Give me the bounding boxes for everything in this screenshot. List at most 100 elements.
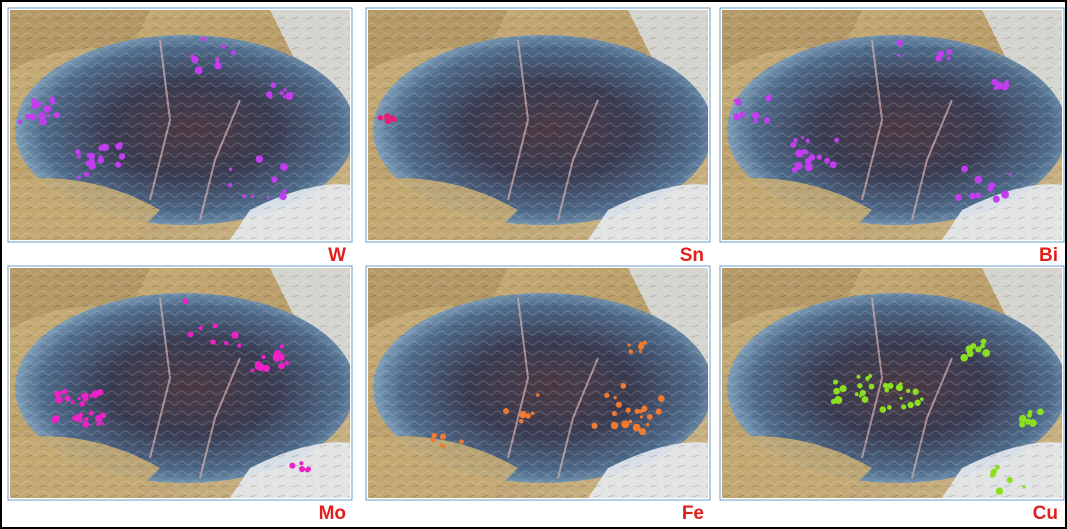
anomaly-dot xyxy=(49,96,56,103)
anomaly-dot xyxy=(790,141,797,148)
anomaly-dot xyxy=(278,362,285,370)
anomaly-dot xyxy=(976,348,980,352)
anomaly-dot xyxy=(824,157,830,164)
anomaly-dot xyxy=(865,376,870,381)
anomaly-dot xyxy=(284,360,290,366)
anomaly-dot xyxy=(887,405,892,410)
anomaly-dot xyxy=(1022,485,1026,489)
anomaly-dot xyxy=(801,136,805,140)
anomaly-dot xyxy=(980,343,985,349)
anomaly-dot xyxy=(628,419,633,424)
anomaly-dot xyxy=(856,374,861,379)
anomaly-dot xyxy=(277,353,285,361)
anomaly-dot xyxy=(816,154,823,160)
anomaly-dot xyxy=(100,422,105,426)
anomaly-dot xyxy=(210,339,216,345)
anomaly-dot xyxy=(1019,421,1026,428)
anomaly-dot xyxy=(898,382,903,386)
anomaly-dot xyxy=(525,413,531,419)
anomaly-dot xyxy=(270,82,277,89)
anomaly-dot xyxy=(795,149,804,158)
anomaly-dot xyxy=(981,338,987,345)
anomaly-dot xyxy=(519,410,527,419)
anomaly-dot xyxy=(33,100,41,109)
anomaly-dot xyxy=(29,113,37,121)
anomaly-dot xyxy=(59,391,63,395)
map-panel: W xyxy=(7,7,353,266)
anomaly-dot xyxy=(611,411,617,417)
anomaly-dot xyxy=(638,350,643,354)
anomaly-dot xyxy=(85,393,89,397)
anomaly-dot xyxy=(230,50,236,55)
anomaly-dot xyxy=(194,66,203,75)
anomaly-dot xyxy=(805,138,810,143)
map-panel: Bi xyxy=(719,7,1065,266)
anomaly-dot xyxy=(901,404,907,410)
anomaly-dot xyxy=(100,143,109,152)
anomaly-dot xyxy=(854,392,859,397)
anomaly-dot xyxy=(377,114,384,121)
anomaly-dot xyxy=(305,467,310,473)
anomaly-dot xyxy=(884,387,890,393)
anomaly-dot xyxy=(763,117,771,124)
anomaly-dot xyxy=(91,390,100,398)
anomaly-dot xyxy=(439,433,447,440)
anomaly-dot xyxy=(536,393,540,397)
anomaly-dot xyxy=(231,331,239,339)
anomaly-dot xyxy=(628,349,634,354)
anomaly-dot xyxy=(530,411,535,415)
anomaly-dot xyxy=(271,176,278,183)
panel-label: Fe xyxy=(682,503,704,524)
map-panel: Mo xyxy=(7,265,353,524)
anomaly-dot xyxy=(899,396,903,400)
anomaly-dot xyxy=(645,422,650,427)
anomaly-dot xyxy=(990,468,997,475)
anomaly-dot xyxy=(76,175,81,180)
anomaly-dot xyxy=(64,395,71,402)
anomaly-dot xyxy=(793,138,798,143)
anomaly-dot xyxy=(46,113,50,118)
anomaly-dot xyxy=(808,154,816,161)
anomaly-dot xyxy=(1006,476,1013,484)
anomaly-dot xyxy=(298,465,306,473)
anomaly-dot xyxy=(935,55,942,62)
anomaly-dot xyxy=(1004,82,1009,87)
anomaly-dot xyxy=(88,152,96,160)
anomaly-dot xyxy=(791,167,798,173)
anomaly-dot xyxy=(255,155,264,163)
anomaly-dot xyxy=(982,349,991,357)
anomaly-dot xyxy=(31,98,36,103)
anomaly-dot xyxy=(1036,408,1044,416)
anomaly-dot xyxy=(995,487,1004,495)
anomaly-dot xyxy=(1029,419,1037,427)
anomaly-dot xyxy=(212,323,218,329)
anomaly-dot xyxy=(655,408,662,415)
anomaly-dot xyxy=(79,401,85,407)
anomaly-dot xyxy=(268,95,273,99)
anomaly-dot xyxy=(38,112,46,121)
anomaly-dot xyxy=(994,464,1000,470)
anomaly-dot xyxy=(639,415,644,419)
anomaly-dot xyxy=(879,406,887,413)
anomaly-dot xyxy=(80,393,86,398)
anomaly-dot xyxy=(93,394,97,399)
anomaly-dot xyxy=(912,388,919,395)
anomaly-dot xyxy=(190,54,194,58)
anomaly-dot xyxy=(77,154,81,159)
anomaly-dot xyxy=(43,105,52,113)
anomaly-dot xyxy=(620,382,627,389)
anomaly-dot xyxy=(765,94,772,102)
anomaly-dot xyxy=(906,388,911,393)
anomaly-dot xyxy=(920,397,924,401)
anomaly-dot xyxy=(646,414,653,420)
anomaly-dot xyxy=(98,418,103,423)
anomaly-dot xyxy=(115,161,122,168)
anomaly-dot xyxy=(53,112,61,119)
anomaly-dot xyxy=(282,188,287,194)
anomaly-dot xyxy=(634,408,640,414)
anomaly-dot xyxy=(914,399,921,406)
anomaly-dot xyxy=(250,368,255,373)
panel-frame xyxy=(365,7,711,243)
anomaly-dot xyxy=(459,439,464,444)
